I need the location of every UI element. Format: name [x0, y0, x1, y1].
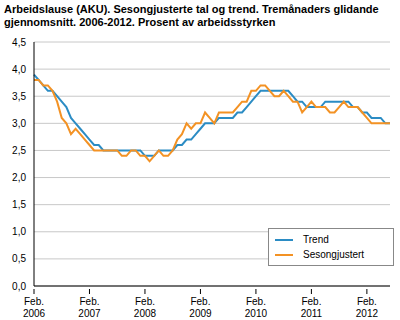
svg-text:3,5: 3,5	[12, 91, 26, 102]
svg-text:2,5: 2,5	[12, 145, 26, 156]
html-text:Arbeidslause (AKU). Sesongjust: Arbeidslause (AKU). Sesongjusterte tal o…	[4, 3, 379, 28]
svg-text:3,0: 3,0	[12, 118, 26, 129]
html-text:Sesongjustert: Sesongjustert	[303, 249, 365, 260]
svg-text:4,5: 4,5	[12, 37, 26, 48]
svg-text:Feb.2008: Feb.2008	[134, 296, 157, 319]
svg-text:Feb.2009: Feb.2009	[189, 296, 212, 319]
svg-text:1,5: 1,5	[12, 199, 26, 210]
svg-text:Feb.2006: Feb.2006	[23, 296, 46, 319]
svg-text:2,0: 2,0	[12, 172, 26, 183]
svg-text:Feb.2011: Feb.2011	[301, 296, 323, 319]
svg-text:Feb.2010: Feb.2010	[245, 296, 268, 319]
svg-text:0,5: 0,5	[12, 253, 26, 264]
svg-text:Feb.2012: Feb.2012	[356, 296, 379, 319]
svg-text:4,0: 4,0	[12, 64, 26, 75]
svg-text:0,0: 0,0	[12, 281, 26, 292]
svg-text:Feb.2007: Feb.2007	[78, 296, 101, 319]
html-text:Trend: Trend	[303, 234, 329, 245]
svg-text:1,0: 1,0	[12, 226, 26, 237]
